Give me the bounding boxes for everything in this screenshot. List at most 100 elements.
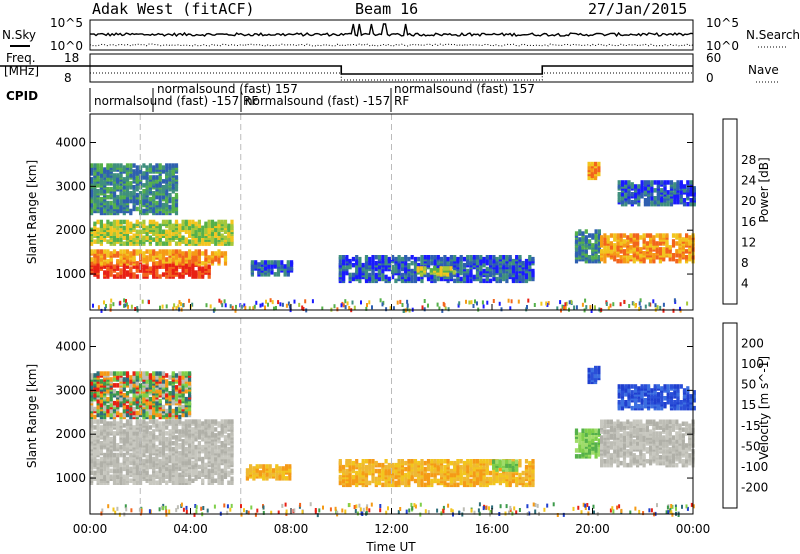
- data-cell: [616, 233, 620, 238]
- data-cell: [96, 227, 100, 233]
- data-cell: [142, 431, 146, 436]
- colorbar-tick-label: 12: [741, 235, 756, 249]
- data-cell: [355, 255, 359, 260]
- data-cell: [436, 459, 440, 464]
- data-cell: [106, 259, 110, 264]
- data-cell: [446, 256, 450, 262]
- data-cell: [426, 459, 431, 464]
- data-cell: [109, 163, 113, 168]
- data-cell: [93, 204, 97, 210]
- data-cell: [191, 448, 195, 454]
- data-cell: [116, 410, 120, 416]
- ground-scatter-cell: [612, 302, 615, 307]
- data-cell: [132, 194, 136, 200]
- data-cell: [361, 262, 365, 268]
- data-cell: [129, 414, 133, 420]
- data-cell: [184, 262, 188, 267]
- data-cell: [142, 268, 146, 273]
- data-cell: [132, 400, 136, 406]
- data-cell: [508, 255, 512, 260]
- data-cell: [250, 260, 254, 265]
- data-cell: [178, 249, 182, 254]
- data-cell: [152, 255, 156, 260]
- data-cell: [384, 464, 388, 470]
- data-cell: [168, 381, 172, 386]
- data-cell: [161, 456, 166, 462]
- data-cell: [423, 466, 427, 472]
- data-cell: [528, 274, 532, 280]
- ground-scatter-cell: [673, 298, 676, 303]
- data-cell: [188, 239, 192, 244]
- data-cell: [629, 255, 633, 260]
- data-cell: [531, 256, 535, 262]
- data-cell: [152, 387, 156, 392]
- data-cell: [155, 241, 159, 246]
- data-cell: [275, 476, 279, 481]
- data-cell: [161, 468, 166, 474]
- data-cell: [603, 255, 607, 260]
- data-cell: [660, 188, 664, 193]
- data-cell: [528, 480, 532, 486]
- data-cell: [116, 400, 120, 406]
- beam-label: Beam 16: [355, 0, 418, 18]
- ground-scatter-cell: [468, 300, 471, 305]
- data-cell: [204, 433, 208, 438]
- data-cell: [584, 432, 588, 437]
- data-cell: [148, 425, 152, 430]
- data-cell: [109, 427, 113, 432]
- data-cell: [145, 425, 149, 430]
- data-cell: [502, 258, 506, 264]
- ground-scatter-cell: [221, 303, 224, 308]
- data-cell: [502, 272, 506, 278]
- data-cell: [636, 233, 640, 238]
- ground-scatter-cell: [507, 298, 510, 303]
- data-cell: [165, 257, 169, 262]
- data-cell: [692, 186, 696, 191]
- data-cell: [178, 233, 182, 238]
- data-cell: [191, 472, 195, 478]
- data-cell: [466, 278, 470, 284]
- data-cell: [665, 233, 669, 238]
- data-cell: [145, 433, 149, 438]
- ground-scatter-cell: [492, 299, 495, 303]
- data-cell: [168, 450, 172, 456]
- data-cell: [191, 219, 195, 225]
- data-cell: [387, 482, 391, 488]
- data-cell: [440, 468, 444, 474]
- data-cell: [495, 474, 499, 480]
- data-cell: [502, 255, 506, 260]
- ground-scatter-cell: [593, 305, 596, 310]
- data-cell: [112, 163, 117, 168]
- data-cell: [685, 255, 689, 260]
- data-cell: [609, 241, 613, 246]
- data-cell: [165, 393, 169, 398]
- data-cell: [129, 466, 133, 472]
- ground-scatter-cell: [623, 299, 626, 304]
- data-cell: [129, 261, 133, 266]
- data-cell: [462, 256, 467, 262]
- data-cell: [260, 260, 264, 265]
- ground-scatter-cell: [423, 299, 426, 303]
- data-cell: [668, 256, 672, 262]
- data-cell: [109, 204, 113, 210]
- data-cell: [155, 470, 159, 476]
- data-cell: [145, 249, 149, 254]
- data-cell: [103, 179, 107, 184]
- data-cell: [155, 221, 159, 227]
- data-cell: [351, 480, 355, 486]
- data-cell: [158, 200, 162, 206]
- data-cell: [358, 256, 362, 262]
- data-cell: [688, 239, 692, 244]
- data-cell: [184, 396, 188, 402]
- data-cell: [381, 468, 385, 474]
- data-cell: [161, 165, 166, 170]
- data-cell: [132, 233, 136, 238]
- data-cell: [152, 433, 156, 438]
- data-cell: [258, 470, 262, 475]
- data-cell: [578, 440, 582, 445]
- data-cell: [442, 266, 446, 271]
- data-cell: [90, 462, 94, 468]
- colorbar-tick-label: 8: [741, 256, 749, 270]
- data-cell: [440, 459, 444, 464]
